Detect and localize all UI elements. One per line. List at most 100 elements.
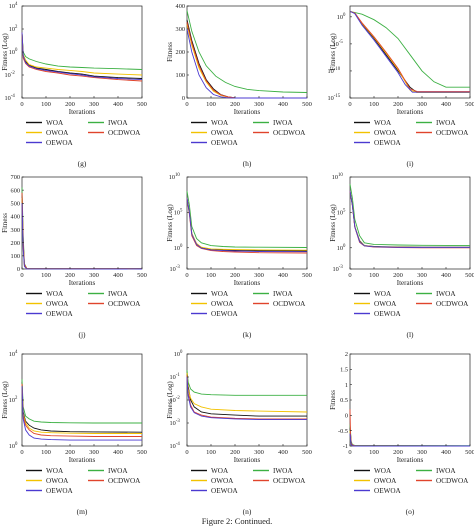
y-tick-label: 1010 — [169, 173, 181, 181]
series-line-oewoa — [186, 28, 307, 99]
x-tick-label: 300 — [417, 101, 427, 108]
legend: WOA IWOA OWOA OCDWOA OEWOA — [191, 290, 306, 318]
legend: WOA IWOA OWOA OCDWOA OEWOA — [191, 119, 306, 147]
x-tick-label: 200 — [230, 101, 240, 108]
x-tick-label: 0 — [20, 272, 23, 279]
x-tick-label: 300 — [417, 449, 427, 456]
legend-label: OWOA — [374, 129, 397, 137]
series-line-owoa — [21, 197, 143, 270]
legend-item-oewoa: OEWOA — [191, 487, 239, 495]
x-tick-label: 500 — [137, 101, 147, 108]
y-tick-label: 500 — [11, 200, 20, 207]
y-tick-label: 1.5 — [340, 367, 348, 374]
x-tick-label: 500 — [302, 101, 312, 108]
y-tick-label: 10-2 — [5, 71, 16, 79]
x-axis-label: Iterations — [234, 456, 261, 464]
x-tick-label: 300 — [254, 101, 264, 108]
x-axis-label: Iterations — [69, 279, 96, 287]
legend-item-ocdwoa: OCDWOA — [416, 300, 469, 308]
panel-label: (i) — [406, 159, 414, 168]
chart-o: 0 100 200 300 400 500 -1 -0.5 0 0.5 1 1.5 2 Iteration… — [329, 351, 474, 516]
x-tick-label: 0 — [20, 449, 23, 456]
y-tick-label: 105 — [337, 209, 346, 217]
series-line-ocdwoa — [349, 191, 470, 249]
series-line-ocdwoa — [349, 409, 471, 447]
figure-caption: Figure 2: Continued. — [202, 516, 273, 526]
legend-item-oewoa: OEWOA — [26, 487, 74, 495]
panel-label: (o) — [406, 507, 415, 516]
x-tick-label: 400 — [278, 272, 288, 279]
plot-area — [349, 5, 471, 99]
y-tick-label: 102 — [9, 25, 18, 33]
y-tick-label: 10-4 — [5, 94, 16, 102]
legend-label: OWOA — [211, 477, 234, 485]
legend-item-woa: WOA — [354, 467, 392, 475]
legend-item-woa: WOA — [26, 119, 64, 127]
panel-label: (l) — [406, 330, 414, 339]
legend-label: OEWOA — [374, 310, 402, 318]
series-line-woa — [349, 10, 470, 94]
legend-label: OEWOA — [374, 487, 402, 495]
legend: WOA IWOA OWOA OCDWOA OEWOA — [26, 290, 141, 318]
y-tick-label: 300 — [11, 227, 20, 234]
legend-item-iwoa: IWOA — [88, 119, 128, 127]
legend-item-woa: WOA — [191, 290, 229, 298]
panel-label: (j) — [78, 330, 86, 339]
x-tick-label: 500 — [302, 449, 312, 456]
legend-item-owoa: OWOA — [26, 477, 69, 485]
legend-label: OEWOA — [211, 310, 239, 318]
y-tick-label: 10-10 — [327, 67, 340, 75]
x-tick-label: 500 — [465, 272, 474, 279]
x-tick-label: 0 — [185, 272, 188, 279]
y-axis-label: Fitness (Log) — [166, 204, 174, 242]
legend-item-iwoa: IWOA — [416, 467, 456, 475]
y-axis-label: Fitness (Log) — [329, 33, 337, 71]
x-tick-label: 300 — [417, 272, 427, 279]
legend-label: OWOA — [374, 477, 397, 485]
y-tick-label: 104 — [9, 2, 18, 10]
chart-g: 0 100 200 300 400 500 10-4 10-2 100 102 104 Iterati… — [1, 2, 147, 168]
legend-label: OCDWOA — [436, 129, 469, 137]
legend-label: OCDWOA — [436, 300, 469, 308]
legend-label: OEWOA — [374, 139, 402, 147]
panel-label: (h) — [243, 159, 252, 168]
x-tick-label: 100 — [369, 449, 379, 456]
x-tick-label: 200 — [65, 101, 75, 108]
y-tick-label: 10-1 — [170, 373, 181, 381]
series-line-owoa — [21, 383, 142, 434]
panel-label: (m) — [77, 507, 88, 516]
legend: WOA IWOA OWOA OCDWOA OEWOA — [354, 119, 469, 147]
legend-label: OWOA — [211, 129, 234, 137]
y-tick-label: 1010 — [332, 173, 344, 181]
legend-item-oewoa: OEWOA — [354, 487, 402, 495]
plot-area — [21, 5, 143, 99]
x-tick-label: 400 — [278, 449, 288, 456]
legend-label: OCDWOA — [108, 477, 141, 485]
legend-item-oewoa: OEWOA — [26, 139, 74, 147]
legend-label: OEWOA — [46, 139, 74, 147]
x-tick-label: 500 — [465, 101, 474, 108]
x-tick-label: 100 — [41, 449, 51, 456]
y-tick-label: 105 — [174, 209, 183, 217]
x-tick-label: 500 — [302, 272, 312, 279]
legend-label: WOA — [211, 467, 229, 475]
legend-label: WOA — [374, 290, 392, 298]
legend-label: OEWOA — [46, 310, 74, 318]
legend: WOA IWOA OWOA OCDWOA OEWOA — [26, 119, 141, 147]
x-tick-label: 400 — [113, 272, 123, 279]
x-tick-label: 0 — [348, 449, 351, 456]
legend-item-owoa: OWOA — [354, 300, 397, 308]
x-tick-label: 100 — [206, 101, 216, 108]
legend-item-woa: WOA — [191, 467, 229, 475]
legend-label: WOA — [211, 290, 229, 298]
x-tick-label: 0 — [185, 449, 188, 456]
panel-label: (k) — [243, 330, 252, 339]
legend-label: OEWOA — [46, 487, 74, 495]
x-tick-label: 400 — [441, 272, 451, 279]
legend-item-owoa: OWOA — [26, 129, 69, 137]
series-line-owoa — [186, 198, 308, 251]
y-tick-label: 100 — [337, 244, 346, 252]
series-line-owoa — [186, 24, 307, 99]
y-tick-label: -1 — [343, 443, 348, 450]
plot-area — [349, 353, 471, 447]
